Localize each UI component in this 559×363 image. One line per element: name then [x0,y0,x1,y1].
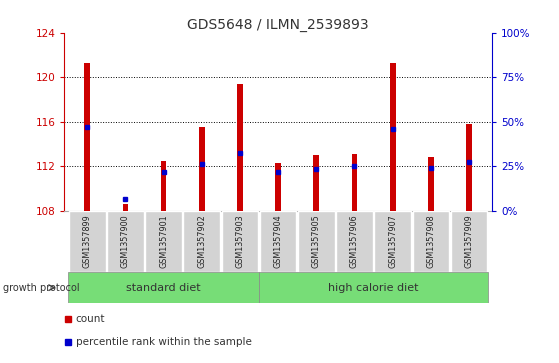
Text: GSM1357902: GSM1357902 [197,215,206,268]
Bar [122,204,128,211]
Bar [237,84,243,211]
Text: GSM1357905: GSM1357905 [312,215,321,268]
Text: GSM1357908: GSM1357908 [427,215,435,268]
Text: GSM1357904: GSM1357904 [273,215,283,268]
Bar [68,272,259,303]
Bar [451,211,487,272]
Bar [84,63,90,211]
Text: GSM1357900: GSM1357900 [121,215,130,268]
Text: GSM1357906: GSM1357906 [350,215,359,268]
Text: GSM1357907: GSM1357907 [388,215,397,268]
Bar [375,211,411,272]
Bar [107,211,144,272]
Title: GDS5648 / ILMN_2539893: GDS5648 / ILMN_2539893 [187,18,369,32]
Bar [221,211,258,272]
Bar [352,154,357,211]
Text: percentile rank within the sample: percentile rank within the sample [76,337,252,347]
Text: high calorie diet: high calorie diet [328,283,419,293]
Bar [199,127,205,211]
Bar [298,211,335,272]
Bar [314,155,319,211]
Bar [413,211,449,272]
Text: growth protocol: growth protocol [3,283,79,293]
Bar [160,160,167,211]
Text: standard diet: standard diet [126,283,201,293]
Text: GSM1357899: GSM1357899 [83,215,92,268]
Bar [466,124,472,211]
Bar [145,211,182,272]
Bar [183,211,220,272]
Bar [428,157,434,211]
Bar [336,211,373,272]
Bar [69,211,106,272]
Bar [259,272,488,303]
Text: count: count [76,314,105,323]
Bar [390,63,396,211]
Bar [260,211,296,272]
Text: GSM1357903: GSM1357903 [235,215,244,268]
Text: GSM1357901: GSM1357901 [159,215,168,268]
Bar [275,163,281,211]
Text: GSM1357909: GSM1357909 [465,215,473,268]
